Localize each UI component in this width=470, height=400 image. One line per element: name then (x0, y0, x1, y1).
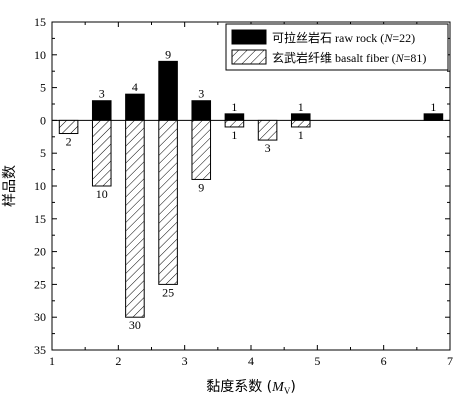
bar-raw-rock (224, 113, 245, 121)
data-label-basalt-fiber: 2 (66, 135, 72, 149)
bar-basalt-fiber (257, 119, 278, 141)
bar-basalt-fiber (125, 119, 145, 318)
y-tick-label: 15 (34, 15, 46, 29)
y-tick-label: 5 (40, 146, 46, 160)
y-tick-label: 35 (34, 343, 46, 357)
x-tick-label: 4 (248, 354, 254, 368)
legend: 可拉丝岩石 raw rock (N=22) 玄武岩纤维 basalt fiber… (225, 23, 449, 71)
x-axis-title: 黏度系数 (MV) (206, 379, 296, 396)
y-tick-label: 5 (40, 81, 46, 95)
y-tick-label: 25 (34, 277, 46, 291)
data-label-basalt-fiber: 10 (96, 187, 108, 201)
y-axis-title: 样品数 (2, 165, 18, 207)
data-label-basalt-fiber: 1 (298, 128, 304, 142)
bar-raw-rock (158, 60, 178, 121)
bar-raw-rock (91, 100, 112, 121)
data-label-raw-rock: 1 (231, 100, 237, 114)
data-label-basalt-fiber: 9 (198, 180, 204, 194)
bar-raw-rock (290, 113, 311, 121)
x-tick-label: 7 (447, 354, 453, 368)
bar-raw-rock (191, 100, 212, 121)
data-label-raw-rock: 9 (165, 47, 171, 61)
legend-label-raw-rock: 可拉丝岩石 raw rock (N=22) (272, 30, 415, 45)
legend-swatch-basalt-fiber (231, 49, 267, 65)
x-tick-label: 2 (115, 354, 121, 368)
x-tick-label: 3 (182, 354, 188, 368)
data-label-basalt-fiber: 3 (265, 141, 271, 155)
y-tick-label: 0 (40, 113, 46, 127)
bar-basalt-fiber (91, 119, 112, 187)
data-label-raw-rock: 1 (430, 100, 436, 114)
data-label-raw-rock: 3 (198, 87, 204, 101)
y-tick-label: 30 (34, 310, 46, 324)
legend-label-basalt-fiber: 玄武岩纤维 basalt fiber (N=81) (272, 50, 426, 65)
x-tick-label: 6 (381, 354, 387, 368)
bar-basalt-fiber (224, 119, 245, 128)
bar-basalt-fiber (58, 119, 79, 135)
y-tick-label: 10 (34, 179, 46, 193)
y-tick-label: 20 (34, 245, 46, 259)
bar-basalt-fiber (158, 119, 178, 285)
legend-swatch-raw-rock (231, 29, 267, 45)
x-tick-label: 1 (49, 354, 55, 368)
bar-basalt-fiber (191, 119, 212, 180)
x-tick-label: 5 (314, 354, 320, 368)
data-label-raw-rock: 3 (99, 87, 105, 101)
y-tick-label: 15 (34, 212, 46, 226)
plot-frame (51, 21, 451, 351)
bar-raw-rock (423, 113, 444, 121)
data-label-basalt-fiber: 30 (129, 318, 141, 332)
bar-raw-rock (125, 93, 145, 121)
bar-basalt-fiber (290, 119, 311, 128)
data-label-raw-rock: 1 (298, 100, 304, 114)
y-tick-label: 10 (34, 48, 46, 62)
data-label-basalt-fiber: 1 (231, 128, 237, 142)
data-label-raw-rock: 4 (132, 80, 138, 94)
data-label-basalt-fiber: 25 (162, 285, 174, 299)
